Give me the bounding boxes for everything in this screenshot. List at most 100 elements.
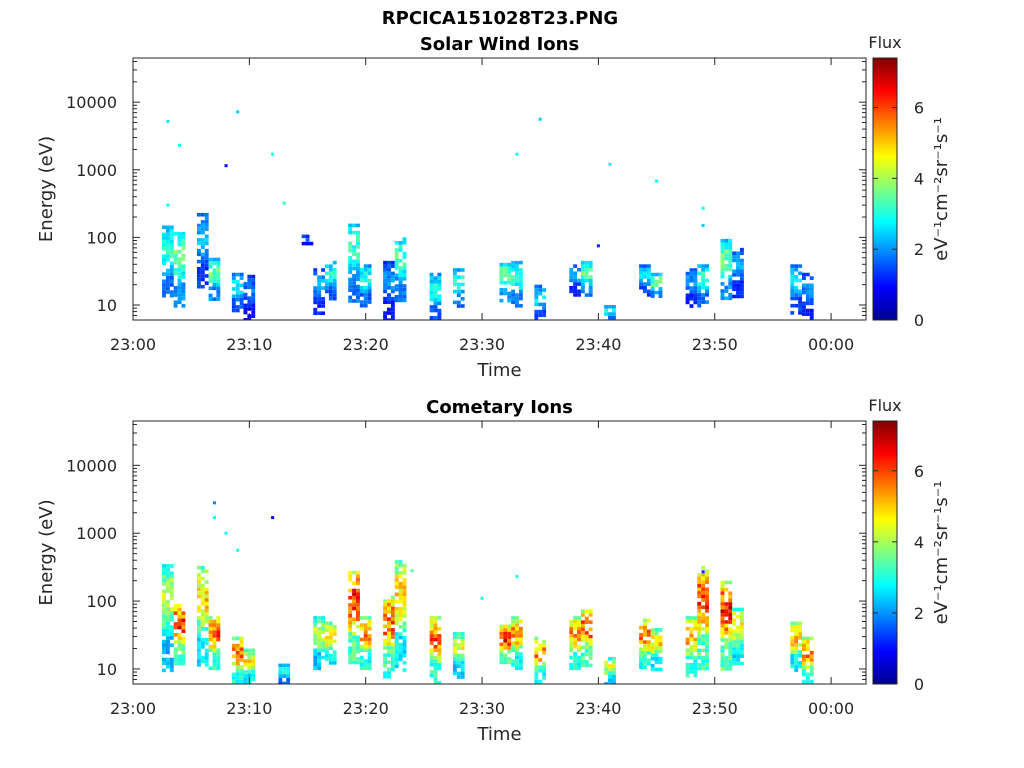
burst-2322 bbox=[383, 260, 395, 320]
cell bbox=[332, 282, 337, 287]
cell bbox=[356, 270, 360, 274]
cell bbox=[658, 279, 663, 284]
cell bbox=[732, 640, 737, 644]
cell bbox=[685, 616, 690, 620]
cell bbox=[456, 660, 461, 665]
cell bbox=[204, 627, 209, 631]
cell bbox=[383, 264, 388, 269]
cell bbox=[732, 287, 737, 292]
cell bbox=[169, 564, 174, 568]
cell bbox=[584, 278, 589, 283]
cell bbox=[697, 663, 702, 667]
cell bbox=[689, 637, 694, 642]
cell bbox=[359, 293, 364, 297]
cell bbox=[348, 624, 353, 629]
cell bbox=[518, 260, 523, 265]
cell bbox=[321, 637, 326, 642]
cell bbox=[437, 315, 442, 320]
cell bbox=[429, 276, 434, 280]
burst-2348 bbox=[685, 268, 698, 308]
cell bbox=[402, 578, 407, 582]
cell bbox=[728, 595, 733, 599]
cell bbox=[452, 660, 457, 665]
cell bbox=[332, 260, 337, 265]
cell bbox=[685, 641, 690, 645]
cell bbox=[356, 606, 360, 611]
cell bbox=[162, 657, 166, 662]
cell bbox=[790, 282, 795, 286]
cell bbox=[216, 623, 221, 627]
cell bbox=[728, 627, 733, 632]
cell bbox=[402, 237, 407, 241]
cell bbox=[790, 311, 795, 315]
cell bbox=[177, 611, 182, 615]
cell bbox=[348, 653, 353, 658]
cell bbox=[608, 305, 612, 309]
cell bbox=[705, 605, 709, 610]
cell bbox=[309, 241, 314, 246]
burst-2319 bbox=[348, 570, 360, 665]
cell bbox=[511, 623, 516, 627]
cell bbox=[697, 591, 702, 595]
cell bbox=[720, 274, 725, 279]
cell bbox=[348, 610, 353, 614]
cell bbox=[251, 296, 256, 300]
cell bbox=[456, 642, 461, 647]
cell bbox=[363, 641, 368, 645]
cell bbox=[724, 285, 729, 290]
cell bbox=[720, 649, 725, 653]
cell bbox=[402, 276, 407, 281]
cell bbox=[235, 654, 240, 659]
cell bbox=[429, 637, 434, 642]
cell bbox=[169, 636, 174, 640]
cell bbox=[328, 625, 333, 629]
cell bbox=[313, 286, 318, 290]
cell bbox=[515, 666, 519, 671]
cell bbox=[235, 650, 240, 655]
cell bbox=[317, 282, 322, 287]
cell bbox=[169, 589, 174, 593]
cell bbox=[165, 614, 170, 619]
cell bbox=[235, 287, 240, 291]
cell bbox=[794, 278, 799, 283]
cell bbox=[515, 268, 519, 272]
cell bbox=[693, 662, 698, 667]
cell bbox=[739, 607, 744, 612]
cell bbox=[208, 286, 213, 291]
cell bbox=[204, 591, 209, 595]
isolated-point bbox=[271, 516, 275, 520]
cell bbox=[196, 591, 201, 595]
cell bbox=[328, 657, 333, 662]
cell bbox=[208, 666, 213, 671]
cell bbox=[177, 640, 182, 644]
cell bbox=[387, 311, 391, 315]
cell bbox=[701, 648, 706, 653]
cell bbox=[239, 676, 244, 680]
cell bbox=[642, 285, 647, 290]
cell bbox=[394, 248, 399, 252]
cell bbox=[701, 285, 706, 290]
cell bbox=[402, 610, 407, 615]
cell bbox=[650, 646, 655, 650]
cell bbox=[697, 652, 702, 656]
cell bbox=[352, 581, 357, 586]
cell bbox=[324, 635, 329, 640]
cell bbox=[577, 616, 581, 620]
cell bbox=[356, 635, 360, 640]
cell bbox=[701, 573, 706, 577]
cell bbox=[736, 625, 740, 630]
cell bbox=[433, 294, 438, 298]
cell bbox=[437, 312, 442, 316]
cell bbox=[452, 279, 457, 283]
burst-2323 bbox=[394, 237, 407, 303]
cell bbox=[739, 643, 744, 648]
cell bbox=[507, 635, 512, 640]
cell bbox=[732, 658, 737, 662]
cell bbox=[728, 285, 733, 290]
burst-2328 bbox=[452, 268, 465, 308]
cell bbox=[801, 287, 806, 291]
cell bbox=[251, 314, 256, 318]
cell bbox=[705, 278, 709, 283]
cell bbox=[363, 634, 368, 638]
cell bbox=[383, 638, 388, 643]
